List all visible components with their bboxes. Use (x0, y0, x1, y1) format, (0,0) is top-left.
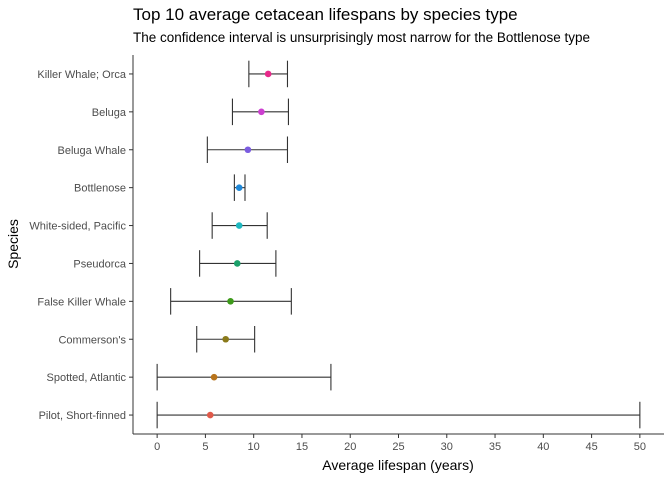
plot-area: 0 5 10 15 20 25 30 35 40 45 50 Killer Whale; Orca Be… (29, 55, 664, 453)
y-axis-title: Species (5, 219, 21, 269)
mean-point (206, 411, 214, 419)
mean-point (210, 373, 218, 381)
x-tick-label: 40 (537, 441, 549, 453)
x-tick-label: 50 (634, 441, 646, 453)
y-tick-label: Commerson's (58, 334, 126, 346)
mean-point (222, 335, 229, 343)
mean-point (235, 222, 243, 229)
x-axis-title: Average lifespan (years) (322, 457, 473, 473)
chart-title: Top 10 average cetacean lifespans by spe… (133, 5, 518, 24)
mean-point (227, 298, 234, 305)
x-tick-label: 45 (585, 441, 597, 453)
y-tick-label: Pseudorca (73, 258, 126, 270)
y-tick-label: Bottlenose (74, 183, 126, 195)
mean-point (233, 260, 241, 267)
x-tick-label: 25 (392, 441, 404, 453)
y-tick-label: White-sided, Pacific (29, 221, 126, 233)
y-tick-label: Beluga Whale (58, 145, 127, 157)
x-tick-label: 30 (441, 441, 453, 453)
mean-point (235, 184, 243, 191)
y-tick-label: Beluga (92, 107, 127, 119)
x-tick-label: 5 (202, 441, 208, 453)
x-tick-label: 15 (296, 441, 308, 453)
y-tick-label: False Killer Whale (37, 296, 126, 308)
x-tick-label: 0 (154, 441, 160, 453)
x-tick-label: 35 (489, 441, 501, 453)
mean-point (258, 108, 265, 116)
y-tick-label: Killer Whale; Orca (37, 69, 127, 81)
chart-subtitle: The confidence interval is unsurprisingl… (133, 30, 590, 45)
x-tick-label: 10 (248, 441, 260, 453)
y-tick-label: Spotted, Atlantic (47, 372, 127, 384)
x-tick-label: 20 (344, 441, 356, 453)
mean-point (264, 70, 272, 78)
y-tick-label: Pilot, Short-finned (39, 410, 126, 422)
mean-point (244, 146, 252, 154)
